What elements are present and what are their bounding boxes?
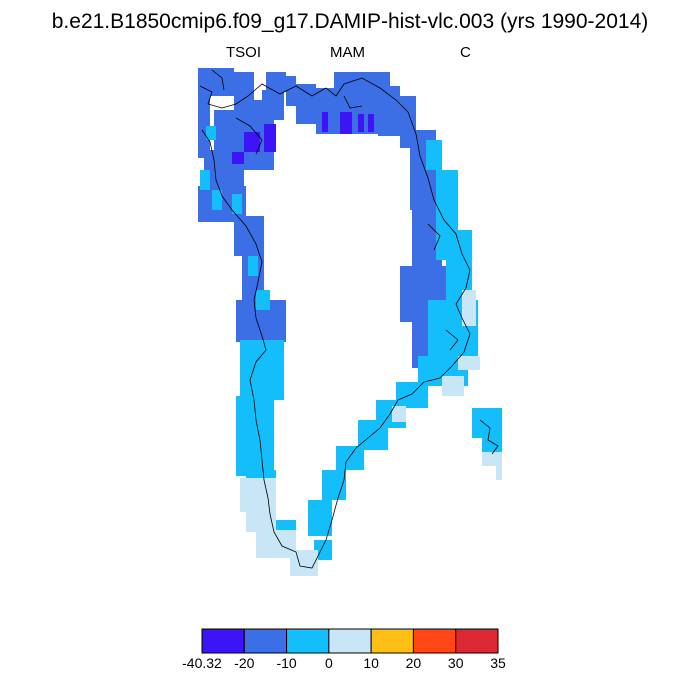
map-cell <box>426 140 442 170</box>
map-cell <box>256 530 296 558</box>
map-cell <box>264 124 276 152</box>
map-cell <box>246 512 276 532</box>
map-cell <box>232 194 242 214</box>
map-cell <box>266 72 286 92</box>
map-cell <box>286 76 296 106</box>
map-cell <box>378 86 400 136</box>
colorbar-label: 30 <box>447 655 464 671</box>
map-cell <box>232 152 244 164</box>
map-cell <box>358 420 388 450</box>
map-cell <box>496 466 502 480</box>
map-cell <box>442 376 464 396</box>
map-cell <box>256 290 270 310</box>
map-cell <box>212 190 222 210</box>
map-cell <box>368 114 374 132</box>
season-label: MAM <box>330 44 365 61</box>
map-cell <box>290 550 318 576</box>
map-cell <box>234 72 254 122</box>
colorbar-label: -40.32 <box>182 655 222 671</box>
colorbar-label: -20 <box>234 655 255 671</box>
map-cell <box>200 170 210 190</box>
coastline <box>199 69 499 569</box>
map-cell <box>340 112 352 134</box>
map-cell <box>308 500 332 536</box>
map-cell <box>240 340 284 400</box>
map-cell <box>336 446 364 470</box>
map-cell <box>244 132 260 152</box>
map-cell <box>458 356 480 370</box>
colorbar-label: -10 <box>276 655 297 671</box>
colorbar-label: 20 <box>405 655 422 671</box>
map-cell <box>322 112 328 132</box>
map-cell <box>392 406 406 422</box>
map-cell <box>482 452 502 466</box>
colorbar-label: 0 <box>324 655 333 671</box>
colorbar-label: 10 <box>363 655 379 671</box>
map-cell <box>234 216 264 256</box>
units-label: C <box>460 44 471 61</box>
map-cell <box>462 290 476 326</box>
map-cell <box>206 126 216 140</box>
map-cell <box>248 256 258 276</box>
map-cell <box>206 68 234 96</box>
map-cell <box>358 114 364 132</box>
map-cell <box>240 478 276 512</box>
plot-title: b.e21.B1850cmip6.f09_g17.DAMIP-hist-vlc.… <box>51 10 649 33</box>
map-cell <box>446 230 472 300</box>
map-cell <box>296 84 316 124</box>
variable-label: TSOI <box>226 44 262 61</box>
soil-temp-cells <box>198 68 502 576</box>
colorbar-label: 35 <box>490 655 506 671</box>
